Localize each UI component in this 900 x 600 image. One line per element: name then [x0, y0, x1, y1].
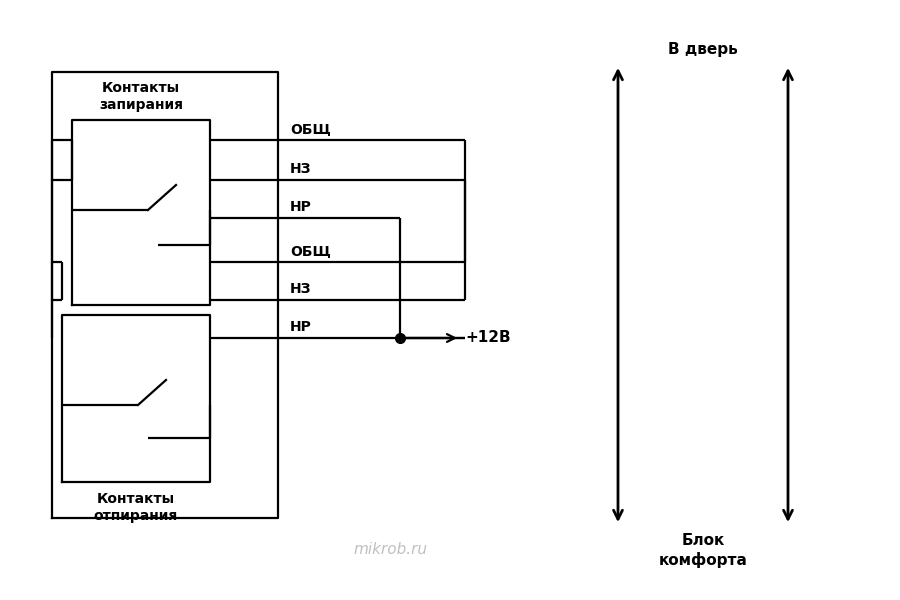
Text: Блок
комфорта: Блок комфорта	[659, 533, 747, 568]
Text: ОБЩ: ОБЩ	[290, 244, 331, 258]
Text: НР: НР	[290, 320, 312, 334]
Text: НЗ: НЗ	[290, 162, 311, 176]
Text: mikrob.ru: mikrob.ru	[353, 542, 427, 557]
Text: В дверь: В дверь	[668, 42, 738, 57]
Text: ОБЩ: ОБЩ	[290, 122, 331, 136]
Text: НР: НР	[290, 200, 312, 214]
Text: НЗ: НЗ	[290, 282, 311, 296]
Text: Контакты
запирания: Контакты запирания	[99, 81, 183, 112]
Text: +12В: +12В	[465, 331, 510, 346]
Text: Контакты
отпирания: Контакты отпирания	[94, 492, 178, 523]
